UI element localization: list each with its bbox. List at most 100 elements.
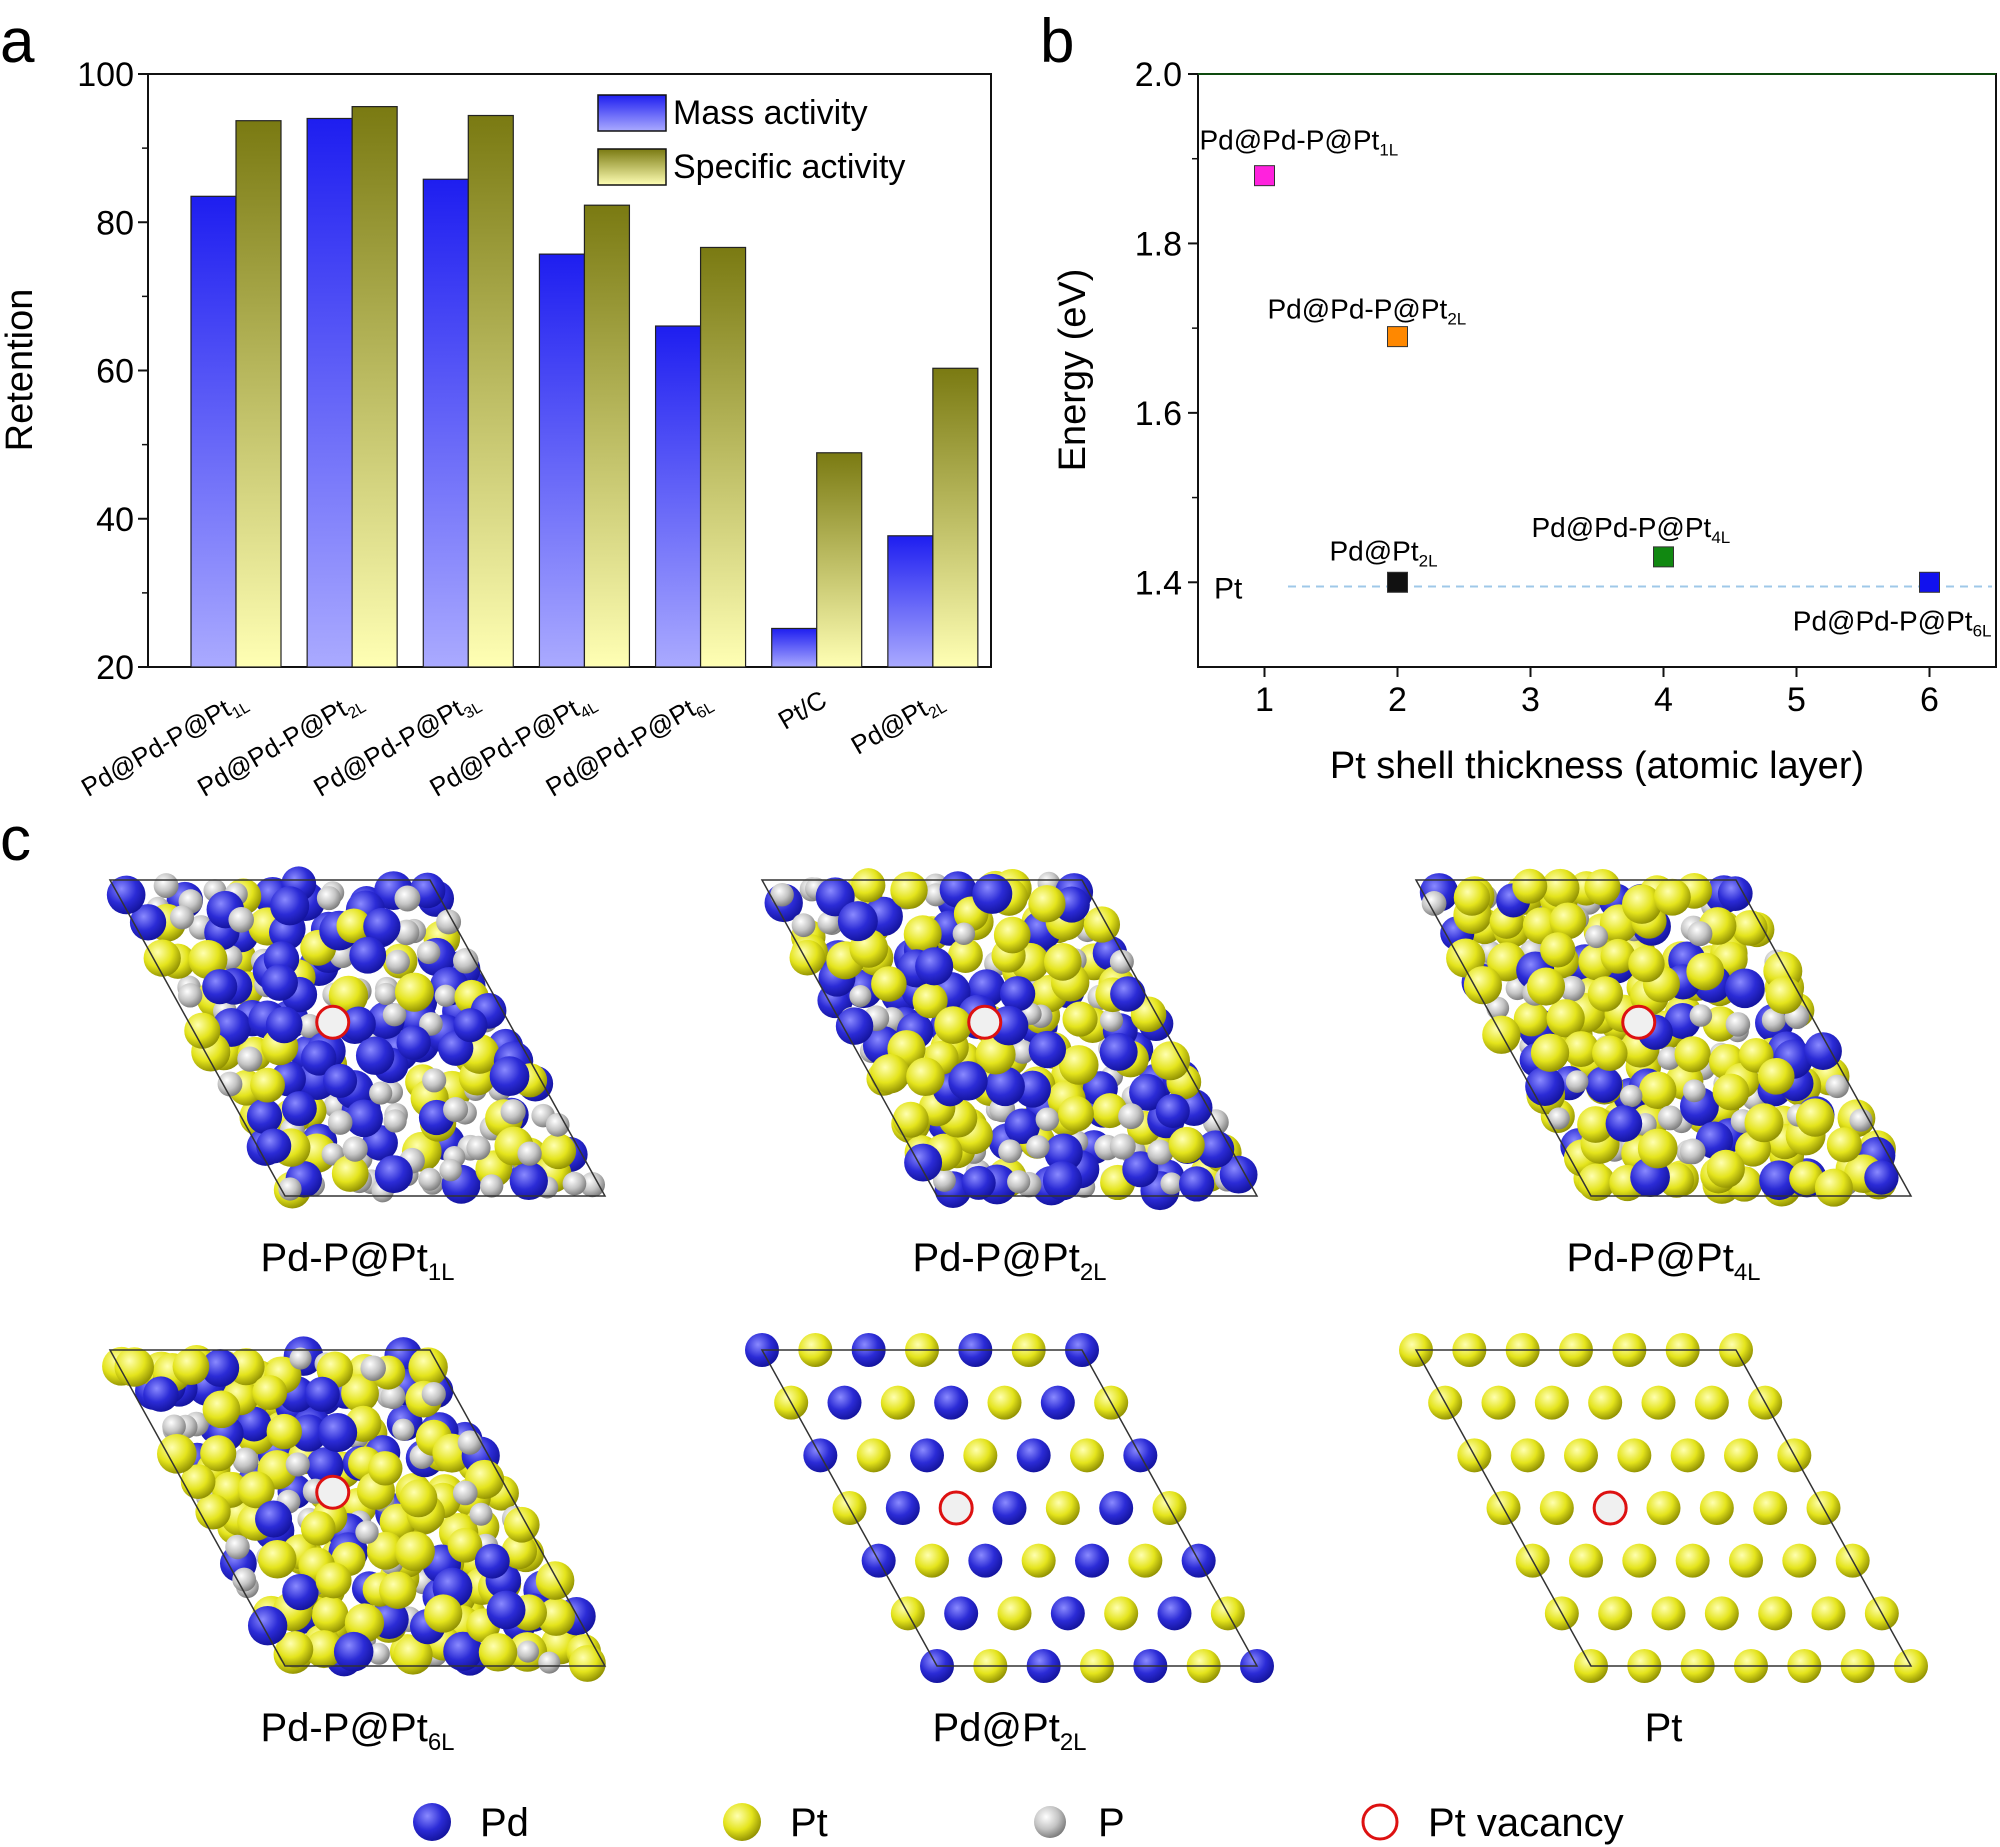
p-atom — [1679, 1138, 1706, 1165]
pt-atom — [997, 1596, 1032, 1631]
pt-atom — [993, 916, 1031, 954]
pt-atom — [1021, 1543, 1056, 1578]
p-atom — [421, 1381, 446, 1407]
pd-atom — [948, 1061, 988, 1101]
pt-atom — [252, 1375, 288, 1410]
p-atom — [383, 1109, 407, 1133]
legend-label-mass: Mass activity — [673, 94, 868, 132]
pt-atom — [366, 1531, 405, 1570]
p-atom — [422, 1068, 447, 1093]
y-axis-label-a: Retention — [0, 289, 41, 452]
pt-atom — [266, 1413, 302, 1450]
pd-atom — [827, 1385, 862, 1420]
pt-atom — [424, 1594, 463, 1633]
pt-atom — [157, 1434, 197, 1474]
pt-atom — [851, 868, 886, 903]
pt-atom — [250, 1067, 285, 1103]
p-atom — [1849, 1108, 1873, 1132]
point-label-3: Pd@Pd-P@Pt4L — [1532, 512, 1731, 547]
p-atom — [516, 1640, 540, 1663]
pt-atom — [1150, 1041, 1190, 1081]
pd-atom — [202, 969, 238, 1005]
pt-atom — [1526, 967, 1566, 1006]
p-atom — [382, 1002, 407, 1027]
legend-pt-symbol — [723, 1803, 761, 1841]
pt-atom — [1043, 943, 1082, 981]
pt-atom — [336, 908, 372, 944]
y-ticks-a: 20 40 60 80 100 — [77, 56, 148, 687]
p-atom — [952, 922, 976, 945]
structure-label-2: Pd-P@Pt4L — [1566, 1236, 1760, 1286]
pt-atom — [315, 1562, 352, 1599]
pd-atom — [265, 1006, 303, 1044]
p-atom — [1007, 1170, 1031, 1194]
p-atom — [1585, 925, 1609, 949]
pt-atom — [1704, 1596, 1739, 1631]
p-atom — [998, 1139, 1022, 1164]
structure-2: Pd-P@Pt4L — [1414, 868, 1913, 1286]
pt-atom — [871, 966, 907, 1002]
y-tick-label-b: 2.0 — [1135, 56, 1182, 94]
pd-atom — [835, 1007, 874, 1045]
pd-atom — [1028, 1030, 1067, 1069]
p-atom — [169, 905, 195, 930]
pd-atom — [246, 1098, 283, 1134]
pd-atom — [301, 1040, 337, 1076]
p-atom — [232, 1567, 257, 1592]
pd-atom — [1042, 1161, 1083, 1201]
structure-label-4-base: Pd@Pt — [932, 1706, 1059, 1750]
pd-atom — [486, 1590, 526, 1630]
pt-atom — [1729, 1543, 1763, 1578]
pd-atom — [255, 1500, 293, 1538]
pt-atom — [789, 939, 826, 976]
p-atom — [1486, 996, 1510, 1020]
x-tick-label-a-5: Pt/C — [773, 684, 832, 735]
unit-cell — [108, 1349, 607, 1667]
pd-atom — [363, 907, 401, 946]
pt-atom — [1686, 952, 1725, 991]
pt-atom — [368, 1451, 403, 1486]
pt-atom — [447, 1527, 483, 1563]
pt-atom — [1637, 1128, 1678, 1169]
pd-atom — [944, 1596, 979, 1631]
pd-atom — [201, 1349, 240, 1387]
structure-1: Pd-P@Pt2L — [760, 868, 1259, 1286]
p-atom — [369, 1081, 393, 1105]
pd-atom — [333, 1631, 374, 1672]
p-atom — [385, 949, 410, 974]
pt-atom — [202, 1390, 241, 1429]
pt-atom — [328, 975, 369, 1016]
axes-b: 1.4 1.6 1.8 2.0 1 2 3 4 5 6 — [1135, 56, 1939, 719]
pt-atom — [903, 915, 942, 954]
x-tick-label-b: 6 — [1920, 681, 1939, 719]
p-atom — [439, 1158, 462, 1182]
pt-vacancy-marker — [967, 1004, 1003, 1040]
bar-specific-5 — [816, 452, 863, 668]
x-tick-label-a-6-sub: 2L — [926, 699, 950, 723]
point-label-1-sub: 2L — [1447, 310, 1466, 329]
pt-atom — [906, 1057, 945, 1097]
x-tick-labels-a: Pd@Pd-P@Pt1LPd@Pd-P@Pt2LPd@Pd-P@Pt3LPd@P… — [76, 684, 950, 802]
y-axis-label-b: Energy (eV) — [1052, 269, 1094, 472]
panel-label-c: c — [0, 805, 31, 874]
pt-atom — [856, 1438, 891, 1473]
p-atom — [517, 1141, 542, 1166]
p-atom — [289, 1347, 312, 1370]
pd-atom — [247, 1605, 288, 1646]
p-atom — [177, 983, 203, 1008]
p-atom — [1035, 1107, 1060, 1132]
pt-atom — [1789, 1161, 1824, 1196]
pd-atom — [1759, 1160, 1799, 1201]
point-label-3-base: Pd@Pd-P@Pt — [1532, 512, 1712, 543]
pt-atom — [1598, 1596, 1633, 1631]
x-tick-label-b: 3 — [1521, 681, 1540, 719]
point-label-0-base: Pd@Pd-P@Pt — [1200, 125, 1380, 156]
y-tick-label-a: 60 — [96, 353, 134, 391]
pd-atom — [143, 1376, 179, 1412]
pt-atom — [537, 1598, 576, 1636]
p-atom — [469, 1502, 493, 1526]
p-atom — [1160, 1172, 1183, 1195]
p-atom — [1026, 1135, 1050, 1159]
pd-atom — [972, 873, 1013, 914]
pt-atom — [1753, 1491, 1788, 1525]
